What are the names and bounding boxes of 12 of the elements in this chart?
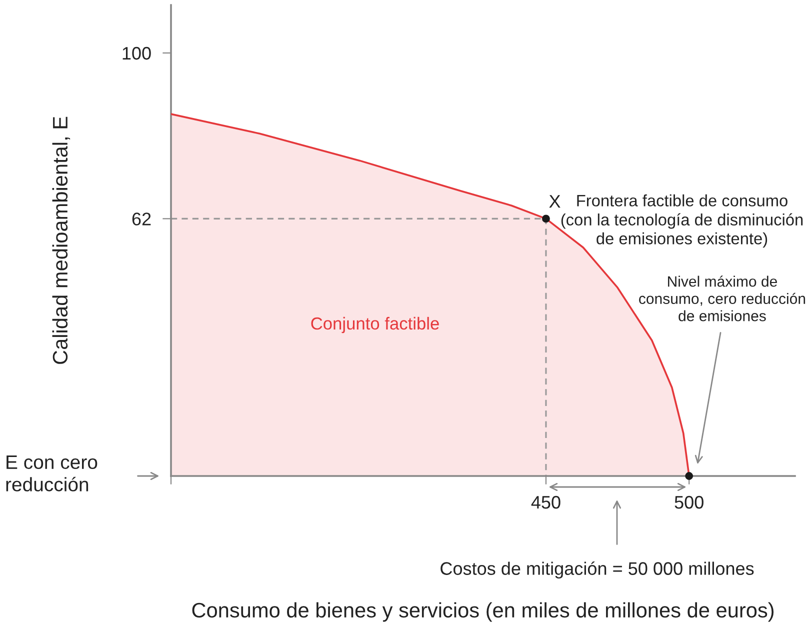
- annotation: Nivel máximo de consumo, cero reducción de emisiones: [639, 276, 806, 322]
- x-axis-title: Consumo de bienes y servicios (en miles de millones de euros): [192, 602, 774, 622]
- text: Costos de mitigación = 50 000 millones: [440, 561, 754, 579]
- text: E con cero reducción: [6, 455, 98, 492]
- y-tick-label: 62: [132, 212, 151, 226]
- annotation: X: [549, 195, 560, 208]
- annotation: Frontera factible de consumo (con la tecnología de disminución de emisiones existente): [561, 194, 803, 248]
- x-tick-label: 500: [674, 496, 704, 509]
- y-tick-label: 100: [122, 46, 151, 60]
- x-tick-label: 450: [531, 496, 560, 509]
- y-axis-title: Calidad medioambiental, E: [52, 116, 70, 364]
- annotation: Conjunto factible: [311, 316, 439, 334]
